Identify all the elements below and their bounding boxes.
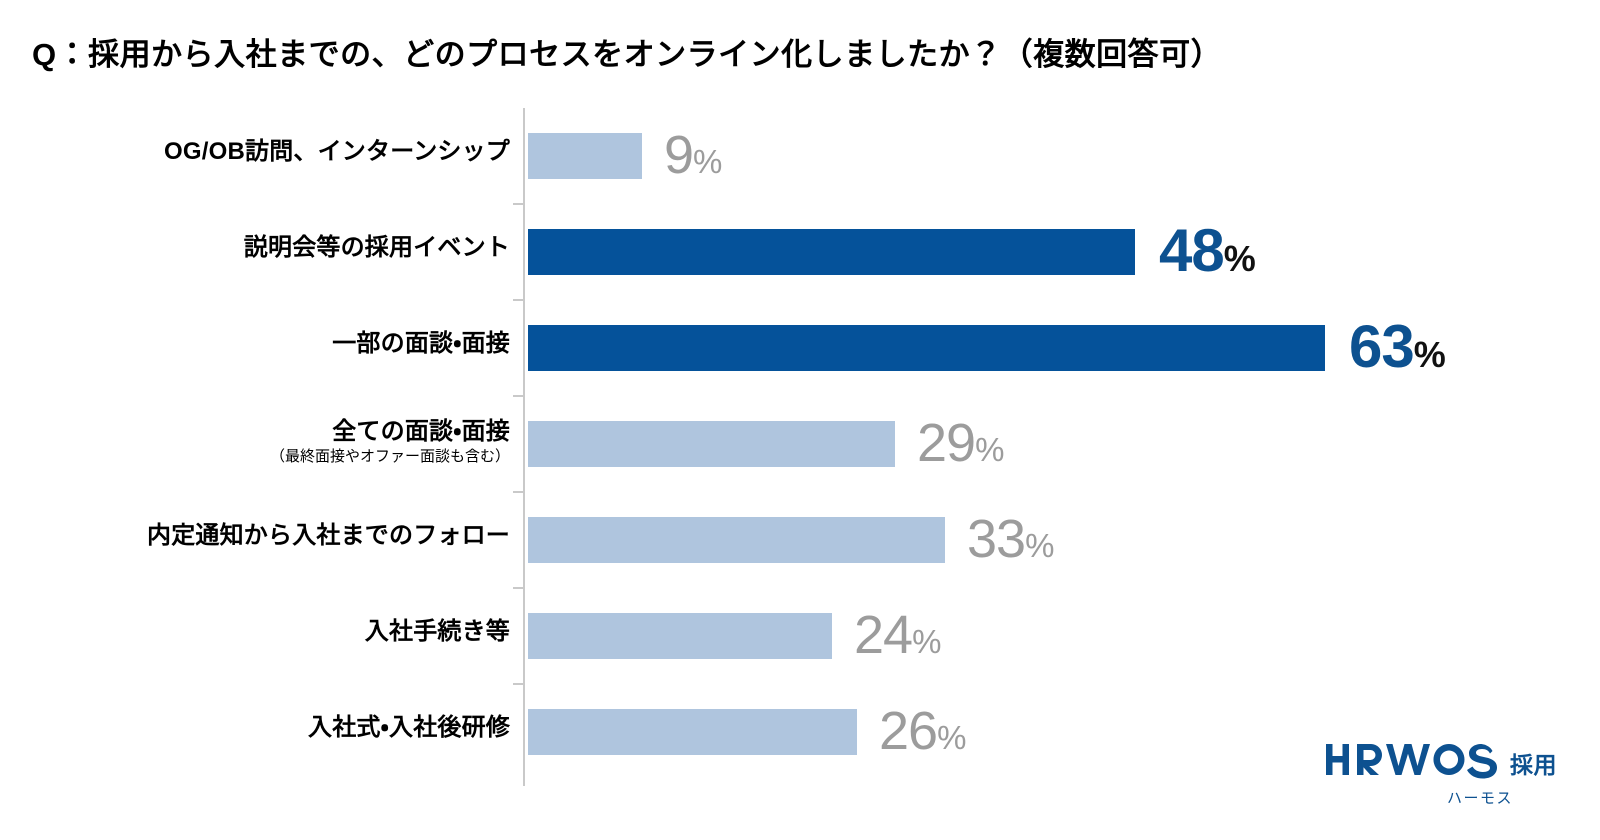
category-label-group: OG/OB訪問、インターンシップ bbox=[80, 138, 510, 166]
logo-suffix-label: 採用 bbox=[1510, 752, 1557, 778]
bar bbox=[528, 325, 1325, 371]
axis-tick bbox=[513, 299, 523, 301]
value-label: 63% bbox=[1349, 317, 1446, 377]
category-label-group: 入社手続き等 bbox=[80, 618, 510, 646]
value-label: 9% bbox=[664, 128, 722, 182]
value-percent-sign: % bbox=[1025, 527, 1054, 564]
category-label-group: 全ての面談・面接 （最終面接やオファー面談も含む） bbox=[80, 418, 510, 465]
hrmos-wordmark-icon bbox=[1326, 744, 1497, 779]
category-label: 一部の面談・面接 bbox=[332, 330, 510, 357]
category-label: 入社式・入社後研修 bbox=[308, 714, 510, 741]
category-label: 全ての面談・面接 bbox=[332, 418, 510, 445]
value-percent-sign: % bbox=[693, 143, 722, 180]
bar-row: 一部の面談・面接 63% bbox=[0, 300, 1600, 396]
category-label-group: 入社式・入社後研修 bbox=[80, 714, 510, 742]
bar-row: 入社手続き等 24% bbox=[0, 588, 1600, 684]
value-number: 63 bbox=[1349, 313, 1415, 380]
bar bbox=[528, 133, 642, 179]
value-number: 33 bbox=[967, 509, 1026, 569]
axis-tick bbox=[513, 395, 523, 397]
page-title: Q：採用から入社までの、どのプロセスをオンライン化しましたか？（複数回答可） bbox=[32, 37, 1223, 72]
logo-main-row: 採用 bbox=[1326, 740, 1576, 780]
bar-row: 説明会等の採用イベント 48% bbox=[0, 204, 1600, 300]
category-label-group: 内定通知から入社までのフォロー bbox=[80, 522, 510, 550]
bar bbox=[528, 421, 895, 467]
value-percent-sign: % bbox=[937, 719, 966, 756]
hrmos-logo: 採用 ハーモス bbox=[1326, 740, 1576, 820]
category-label: OG/OB訪問、インターンシップ bbox=[163, 138, 510, 165]
value-number: 29 bbox=[917, 413, 976, 473]
value-label: 33% bbox=[967, 512, 1054, 566]
value-percent-sign: % bbox=[1413, 334, 1446, 375]
value-percent-sign: % bbox=[912, 623, 941, 660]
value-number: 48 bbox=[1159, 217, 1225, 284]
bar-row: 全ての面談・面接 （最終面接やオファー面談も含む） 29% bbox=[0, 396, 1600, 492]
category-label-group: 説明会等の採用イベント bbox=[80, 234, 510, 262]
bar bbox=[528, 229, 1135, 275]
category-label: 入社手続き等 bbox=[364, 618, 510, 645]
axis-tick bbox=[513, 203, 523, 205]
axis-tick bbox=[513, 587, 523, 589]
category-label-group: 一部の面談・面接 bbox=[80, 330, 510, 358]
category-sublabel: （最終面接やオファー面談も含む） bbox=[269, 447, 510, 465]
category-axis-line bbox=[523, 108, 525, 786]
value-label: 26% bbox=[879, 704, 966, 758]
value-label: 48% bbox=[1159, 221, 1256, 281]
bar-row: OG/OB訪問、インターンシップ 9% bbox=[0, 108, 1600, 204]
bar bbox=[528, 709, 857, 755]
logo-reading-label: ハーモス bbox=[1446, 790, 1513, 807]
value-number: 9 bbox=[664, 125, 694, 185]
category-label: 説明会等の採用イベント bbox=[243, 234, 510, 261]
value-label: 29% bbox=[917, 416, 1004, 470]
bar-row: 入社式・入社後研修 26% bbox=[0, 684, 1600, 780]
bar bbox=[528, 613, 832, 659]
category-label: 内定通知から入社までのフォロー bbox=[147, 522, 510, 549]
value-number: 24 bbox=[854, 605, 913, 665]
value-label: 24% bbox=[854, 608, 941, 662]
bar-row: 内定通知から入社までのフォロー 33% bbox=[0, 492, 1600, 588]
axis-tick bbox=[513, 683, 523, 685]
value-percent-sign: % bbox=[1223, 238, 1256, 279]
value-number: 26 bbox=[879, 701, 938, 761]
bar bbox=[528, 517, 945, 563]
axis-tick bbox=[513, 491, 523, 493]
value-percent-sign: % bbox=[975, 431, 1004, 468]
